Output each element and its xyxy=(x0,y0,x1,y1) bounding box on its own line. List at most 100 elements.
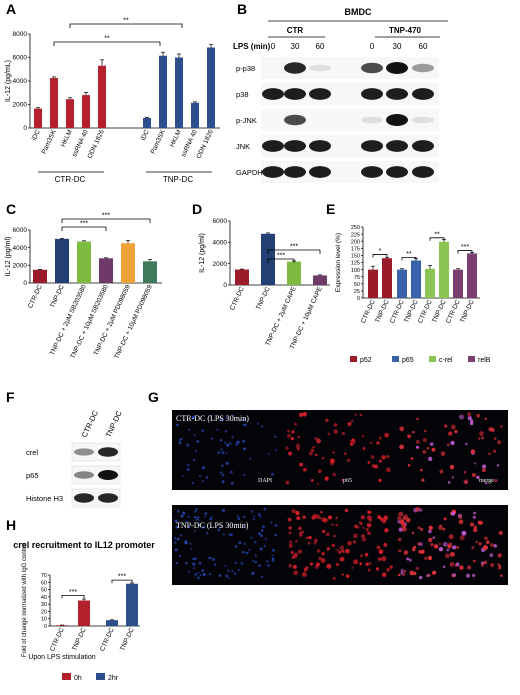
cell-dot xyxy=(174,519,178,523)
blot-band xyxy=(98,493,118,503)
cell-dot xyxy=(339,557,343,562)
cell-dot xyxy=(417,526,421,530)
cell-dot xyxy=(201,569,204,572)
cell-dot xyxy=(335,516,338,520)
cell-dot xyxy=(398,527,403,532)
cell-dot xyxy=(438,542,441,546)
cell-dot xyxy=(327,432,330,435)
bar xyxy=(143,118,151,128)
cell-dot xyxy=(197,523,201,526)
cell-dot xyxy=(492,449,497,453)
cell-dot xyxy=(250,536,253,539)
cell-dot xyxy=(500,425,503,428)
cell-dot xyxy=(236,515,239,518)
blot-band xyxy=(361,116,383,124)
cell-dot xyxy=(287,429,290,433)
cell-dot xyxy=(470,419,474,423)
cell-dot xyxy=(408,558,412,562)
legend-label: p52 xyxy=(360,357,372,364)
y-tick-label: 175 xyxy=(351,247,360,253)
cell-dot xyxy=(231,570,234,573)
cell-dot xyxy=(292,553,298,559)
cell-dot xyxy=(229,470,233,474)
category-label: ODN 1826 xyxy=(195,129,214,160)
category-label: CTR-DC xyxy=(229,286,246,312)
cell-dot xyxy=(428,456,433,462)
significance-bracket xyxy=(267,258,295,263)
cell-dot xyxy=(428,525,433,530)
y-tick-label: 2000 xyxy=(13,102,28,109)
cell-dot xyxy=(335,563,340,567)
bar xyxy=(159,55,167,128)
cell-dot xyxy=(428,529,432,534)
cell-dot xyxy=(471,546,475,550)
cell-dot xyxy=(360,515,365,520)
cell-dot xyxy=(443,517,447,521)
cell-dot xyxy=(430,543,434,547)
cell-dot xyxy=(416,445,420,449)
cell-dot xyxy=(353,559,359,565)
cell-dot xyxy=(313,541,317,545)
cell-dot xyxy=(402,516,406,521)
cell-dot xyxy=(331,523,334,526)
cell-dot xyxy=(397,573,401,577)
blot-band xyxy=(262,166,284,178)
y-tick-label: 0 xyxy=(223,282,227,289)
y-tick-label: 125 xyxy=(351,261,360,267)
y-tick-label: 100 xyxy=(351,268,360,274)
cell-dot xyxy=(254,560,258,564)
cell-dot xyxy=(422,438,427,443)
blot-row-label: crel xyxy=(26,448,38,457)
cell-dot xyxy=(230,533,233,537)
legend-label: p65 xyxy=(402,357,414,364)
cell-dot xyxy=(250,510,254,513)
cell-dot xyxy=(316,549,321,553)
legend-swatch xyxy=(62,673,71,680)
cell-dot xyxy=(327,515,333,520)
blot-row-label: p-JNK xyxy=(236,116,257,125)
cell-dot xyxy=(498,530,503,536)
bar xyxy=(143,261,157,283)
significance-bracket xyxy=(267,249,321,254)
y-tick-label: 6000 xyxy=(13,227,28,234)
cell-dot xyxy=(318,516,322,520)
cell-dot xyxy=(198,474,202,478)
cell-dot xyxy=(418,542,423,547)
cell-dot xyxy=(210,515,213,519)
cell-dot xyxy=(389,565,393,569)
cell-dot xyxy=(454,429,458,434)
y-axis-label: Expression level (%) xyxy=(335,233,342,292)
cell-dot xyxy=(378,549,384,554)
cell-dot xyxy=(252,571,255,575)
cell-dot xyxy=(458,414,464,420)
cell-dot xyxy=(194,530,196,532)
cell-dot xyxy=(381,455,386,460)
cell-dot xyxy=(290,437,294,441)
cell-dot xyxy=(426,446,430,450)
cell-dot xyxy=(270,472,274,476)
cell-dot xyxy=(338,550,342,554)
y-tick-label: 50 xyxy=(41,588,47,594)
cell-dot xyxy=(472,559,476,563)
cell-dot xyxy=(347,421,352,427)
cell-dot xyxy=(474,462,477,465)
micro-image xyxy=(396,411,507,489)
chart-h-title: crel recruitment to IL12 promoter xyxy=(13,540,155,550)
blot-band xyxy=(74,448,94,456)
category-label: CTR-DC xyxy=(99,627,116,653)
blot-band xyxy=(386,140,408,152)
cell-dot xyxy=(221,480,225,484)
cell-dot xyxy=(329,460,335,466)
cell-dot xyxy=(344,452,347,455)
cell-dot xyxy=(422,450,427,454)
y-tick-label: 0 xyxy=(44,624,47,630)
significance-bracket xyxy=(61,595,85,599)
blot-band xyxy=(361,62,383,74)
cell-dot xyxy=(381,556,387,562)
significance-bracket xyxy=(457,250,473,254)
cell-dot xyxy=(476,413,481,418)
legend-label: c-rel xyxy=(439,357,453,364)
cell-dot xyxy=(370,441,373,445)
panel-label-f: F xyxy=(6,389,15,405)
cell-dot xyxy=(225,452,228,455)
